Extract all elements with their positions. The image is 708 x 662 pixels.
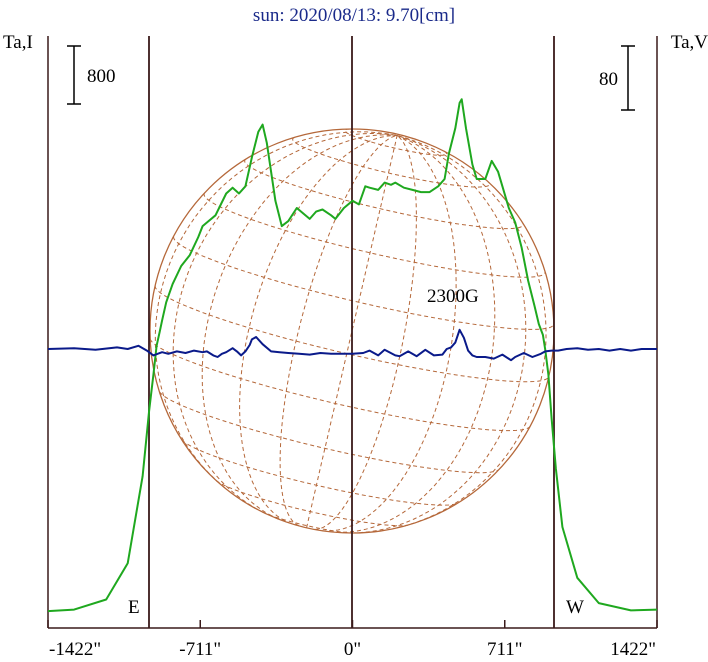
longitude-grid-line	[306, 135, 398, 528]
right-scale-bar-label: 80	[599, 69, 618, 90]
longitude-grid-line	[154, 131, 398, 489]
magnetic-field-annotation: 2300G	[427, 286, 479, 307]
latitude-grid-line	[244, 158, 524, 230]
latitude-grid-line	[173, 236, 555, 330]
solar-disk	[149, 128, 555, 534]
chart-title: sun: 2020/08/13: 9.70[cm]	[253, 5, 455, 26]
x-tick-label: 711"	[487, 639, 523, 660]
latitude-grid-line	[292, 137, 490, 188]
left-scale-bar: 800	[67, 45, 116, 105]
longitude-grid-line	[172, 132, 398, 514]
right-scale-bar: 80	[599, 45, 635, 111]
heliographic-grid	[149, 128, 555, 534]
latitude-grid-line	[215, 480, 409, 527]
left-scale-bar-label: 800	[87, 66, 116, 87]
longitude-grid-line	[239, 135, 398, 525]
series-line-ta-i	[47, 98, 658, 613]
latitude-grid-line	[159, 391, 499, 474]
x-axis-ticks: -1422" -711" 0" 711" 1422"	[47, 620, 658, 660]
left-axis-label: Ta,I	[3, 32, 33, 53]
longitude-grid-line	[279, 135, 398, 527]
x-tick-label: 1422"	[610, 639, 656, 660]
right-axis-label: Ta,V	[671, 32, 708, 53]
longitude-grid-line	[396, 135, 547, 529]
longitude-grid-line	[314, 135, 417, 530]
latitude-grid-line	[203, 192, 546, 278]
x-tick-label: 0"	[344, 639, 361, 660]
x-tick-label: -711"	[179, 639, 221, 660]
longitude-grid-line	[322, 135, 457, 532]
east-marker-label: E	[128, 597, 140, 618]
x-tick-label: -1422"	[49, 639, 101, 660]
longitude-grid-line	[201, 134, 398, 520]
longitude-grid-line	[351, 135, 527, 534]
series-line-ta-v	[47, 328, 657, 362]
west-marker-label: W	[566, 597, 584, 618]
